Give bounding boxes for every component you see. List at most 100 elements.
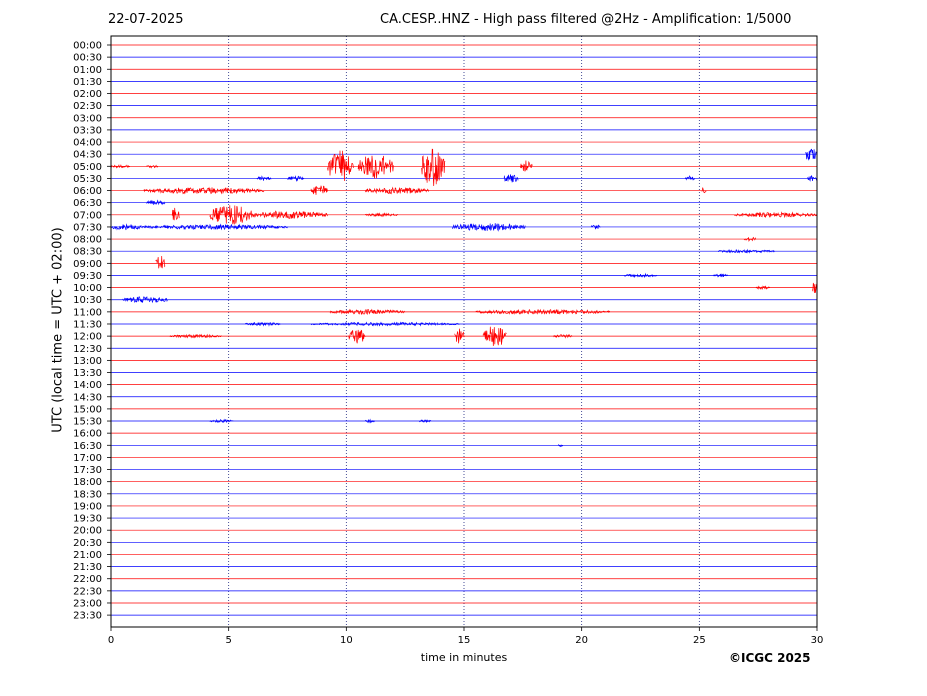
chart-title: CA.CESP..HNZ - High pass filtered @2Hz -…	[380, 12, 792, 27]
seismic-burst	[310, 321, 460, 327]
y-tick-label: 23:30	[73, 611, 102, 622]
seismic-burst	[503, 174, 519, 183]
y-tick-label: 19:30	[73, 514, 102, 525]
seismic-burst	[553, 333, 573, 339]
seismic-burst	[701, 187, 707, 194]
seismic-burst	[329, 308, 406, 315]
seismic-burst	[244, 322, 281, 327]
seismic-burst	[364, 186, 430, 195]
seismic-burst	[421, 148, 446, 187]
plot-frame	[110, 35, 818, 628]
seismic-burst	[520, 160, 533, 172]
y-tick-label: 14:00	[73, 380, 102, 391]
seismic-burst	[287, 175, 305, 183]
y-tick-label: 15:00	[73, 404, 102, 415]
x-tick-label: 15	[458, 635, 471, 646]
y-tick-label: 00:30	[73, 53, 102, 64]
y-tick-label: 12:30	[73, 344, 102, 355]
y-tick-label: 21:00	[73, 550, 102, 561]
x-tick-label: 0	[108, 635, 114, 646]
y-tick-label: 00:00	[73, 41, 102, 52]
seismic-burst	[256, 175, 272, 181]
seismic-burst	[143, 186, 265, 195]
seismic-burst	[743, 236, 757, 242]
y-tick-label: 17:00	[73, 453, 102, 464]
y-tick-label: 05:00	[73, 162, 102, 173]
y-tick-label: 10:30	[73, 295, 102, 306]
copyright-label: ©ICGC 2025	[729, 651, 811, 665]
seismic-burst	[146, 199, 166, 206]
seismic-burst	[475, 308, 611, 315]
y-tick-label: 07:00	[73, 210, 102, 221]
seismic-burst	[146, 164, 159, 169]
y-tick-label: 13:30	[73, 368, 102, 379]
y-tick-label: 09:30	[73, 271, 102, 282]
seismic-burst	[251, 210, 328, 220]
y-tick-label: 22:00	[73, 574, 102, 585]
seismic-burst	[364, 418, 375, 424]
y-tick-label: 01:00	[73, 65, 102, 76]
x-axis-label: time in minutes	[420, 651, 508, 664]
x-tick-label: 25	[693, 635, 706, 646]
y-tick-label: 20:30	[73, 538, 102, 549]
y-tick-label: 16:30	[73, 441, 102, 452]
x-tick-label: 5	[225, 635, 231, 646]
seismic-burst	[482, 326, 507, 347]
seismic-burst	[718, 248, 775, 254]
seismic-burst	[155, 255, 166, 269]
seismic-burst	[451, 223, 526, 232]
y-tick-label: 01:30	[73, 77, 102, 88]
seismic-burst	[755, 285, 770, 290]
seismic-burst	[357, 155, 394, 179]
y-tick-label: 06:30	[73, 198, 102, 209]
seismic-burst	[811, 282, 818, 294]
x-tick-label: 20	[575, 635, 588, 646]
y-tick-label: 02:30	[73, 101, 102, 112]
seismic-burst	[713, 273, 728, 278]
seismic-burst	[684, 174, 695, 181]
y-tick-label: 04:00	[73, 138, 102, 149]
x-tick-label: 10	[340, 635, 353, 646]
seismic-burst	[209, 418, 234, 424]
seismic-burst	[209, 205, 253, 225]
seismic-burst	[310, 185, 328, 195]
trace-layer	[110, 44, 818, 616]
seismic-burst	[734, 211, 818, 219]
y-tick-label: 05:30	[73, 174, 102, 185]
y-tick-label: 16:00	[73, 429, 102, 440]
y-tick-label: 03:00	[73, 113, 102, 124]
y-tick-label: 04:30	[73, 150, 102, 161]
y-tick-label: 22:30	[73, 586, 102, 597]
y-tick-label: 19:00	[73, 501, 102, 512]
seismic-burst	[169, 333, 222, 339]
seismic-burst	[804, 148, 818, 161]
seismic-burst	[141, 223, 288, 231]
seismic-burst	[348, 329, 366, 344]
y-tick-label: 08:30	[73, 247, 102, 258]
y-tick-label: 11:00	[73, 307, 102, 318]
chart-date: 22-07-2025	[108, 12, 184, 27]
y-tick-label: 14:30	[73, 392, 102, 403]
y-tick-label: 12:00	[73, 332, 102, 343]
seismic-burst	[110, 164, 131, 169]
y-tick-label: 18:00	[73, 477, 102, 488]
y-tick-label: 03:30	[73, 125, 102, 136]
y-tick-label: 13:00	[73, 356, 102, 367]
y-tick-label: 07:30	[73, 222, 102, 233]
axis-layer: 00:0000:3001:0001:3002:0002:3003:0003:30…	[73, 35, 823, 646]
seismic-burst	[454, 328, 465, 344]
seismic-burst	[807, 175, 818, 182]
seismic-burst	[110, 223, 142, 231]
y-tick-label: 20:00	[73, 526, 102, 537]
y-tick-label: 18:30	[73, 489, 102, 500]
y-tick-label: 17:30	[73, 465, 102, 476]
grid-layer	[228, 36, 700, 627]
seismic-burst	[590, 224, 601, 230]
seismic-burst	[557, 443, 563, 448]
seismic-burst	[327, 150, 354, 182]
seismic-burst	[623, 272, 658, 279]
y-tick-label: 02:00	[73, 89, 102, 100]
seismic-burst	[122, 296, 168, 304]
y-tick-label: 23:00	[73, 598, 102, 609]
